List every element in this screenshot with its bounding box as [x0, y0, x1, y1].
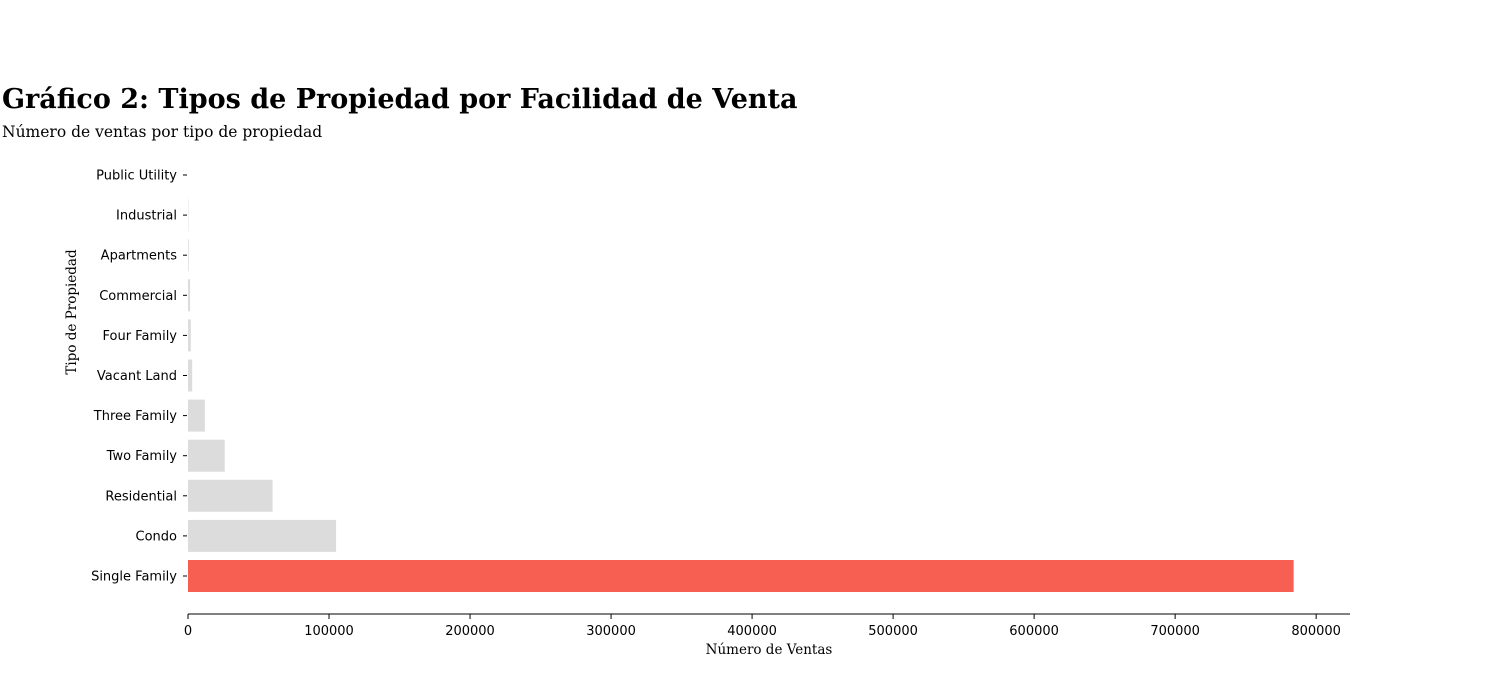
bar-residential [188, 479, 273, 512]
y-tick-label: Commercial [99, 289, 177, 304]
y-tick-label: Two Family [106, 449, 178, 464]
x-tick-label: 800000 [1291, 624, 1341, 639]
y-tick-label: Three Family [93, 409, 178, 424]
y-tick-label: Four Family [102, 329, 177, 344]
y-axis-ticks: Single Family Condo Residential Two Family T… [91, 169, 187, 585]
x-tick-label: 500000 [868, 624, 918, 639]
y-tick-label: Vacant Land [97, 369, 177, 384]
bar-three-family [188, 399, 205, 432]
bar-two-family [188, 439, 225, 472]
bar-vacant-land [188, 359, 193, 392]
y-tick-label: Public Utility [96, 169, 177, 184]
x-tick-label: 100000 [304, 624, 354, 639]
chart-title: Gráfico 2: Tipos de Propiedad por Facili… [2, 84, 798, 115]
x-tick-label: 0 [184, 624, 192, 639]
x-tick-label: 200000 [445, 624, 495, 639]
y-tick-label: Apartments [101, 249, 178, 264]
x-axis-ticks: 0 100000 200000 300000 400000 500000 600000 700… [184, 614, 1341, 639]
y-tick-label: Industrial [116, 209, 177, 224]
bar-commercial [188, 279, 191, 312]
bar-apartments [188, 239, 189, 272]
bar-single-family [188, 560, 1294, 592]
y-tick-label: Single Family [91, 570, 177, 585]
bar-four-family [188, 319, 191, 352]
bars-group [188, 199, 1294, 592]
bar-condo [188, 519, 337, 552]
x-tick-label: 400000 [727, 624, 777, 639]
x-tick-label: 700000 [1150, 624, 1200, 639]
y-axis-label: Tipo de Propiedad [64, 249, 80, 375]
x-tick-label: 600000 [1009, 624, 1059, 639]
x-tick-label: 300000 [586, 624, 636, 639]
y-tick-label: Residential [105, 489, 177, 504]
x-axis-label: Número de Ventas [706, 642, 833, 658]
y-tick-label: Condo [136, 529, 178, 544]
chart-subtitle: Número de ventas por tipo de propiedad [2, 123, 323, 141]
